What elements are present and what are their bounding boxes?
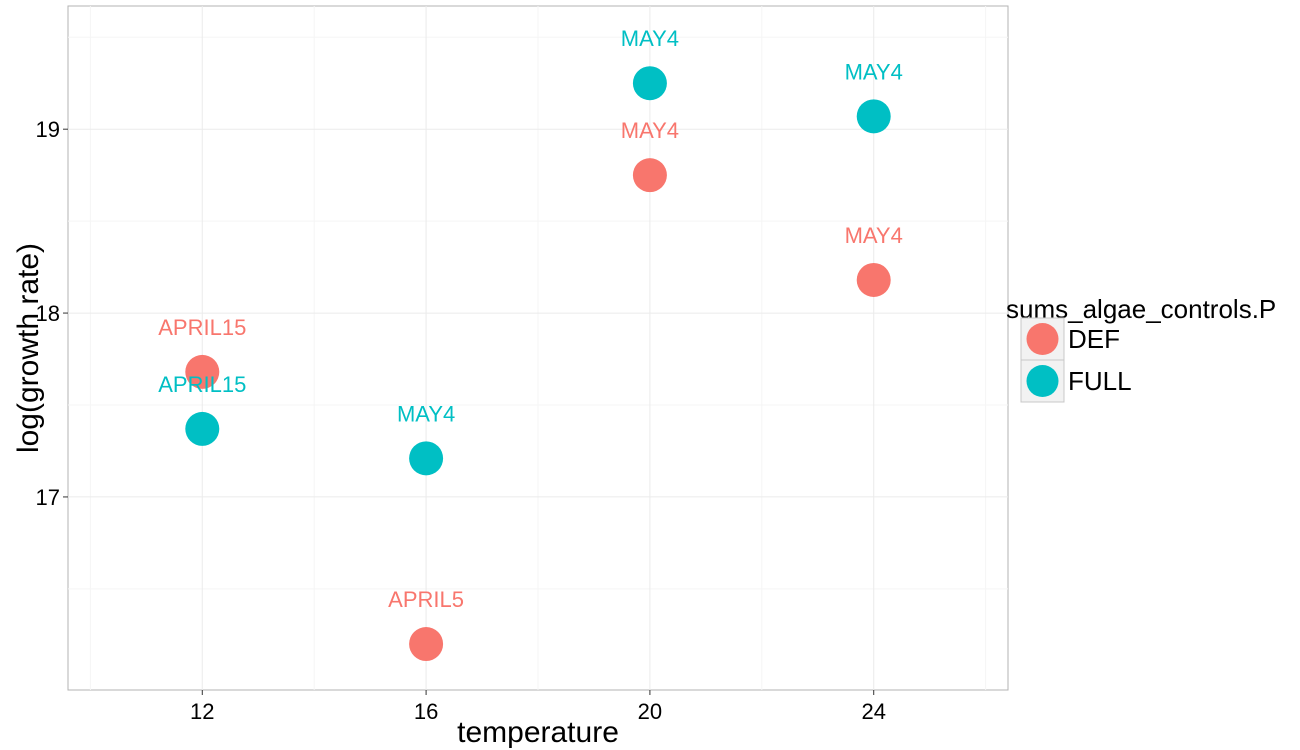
data-point-full bbox=[856, 99, 891, 134]
data-point-full bbox=[409, 441, 444, 476]
data-label-def: APRIL15 bbox=[158, 315, 246, 340]
legend-label-full: FULL bbox=[1068, 366, 1132, 396]
data-point-full bbox=[185, 411, 220, 446]
x-tick-label: 16 bbox=[414, 699, 438, 724]
x-tick-label: 12 bbox=[190, 699, 214, 724]
x-tick-label: 20 bbox=[638, 699, 662, 724]
legend-swatch-full bbox=[1026, 365, 1059, 397]
legend-label-def: DEF bbox=[1068, 324, 1120, 354]
point-labels-layer: APRIL15 APRIL5 MAY4 MAY4 APRIL15 MAY4 MAY4 MAY4 bbox=[158, 26, 903, 612]
y-tick-label: 19 bbox=[36, 117, 60, 142]
data-point-def bbox=[185, 354, 220, 389]
x-axis-title: temperature bbox=[457, 716, 619, 749]
points-layer bbox=[185, 66, 891, 662]
data-label-full: MAY4 bbox=[397, 401, 455, 426]
x-tick-label: 24 bbox=[861, 699, 885, 724]
data-label-full: MAY4 bbox=[845, 59, 903, 84]
legend-items: DEF FULL bbox=[1020, 317, 1132, 403]
grid-layer bbox=[68, 6, 1008, 690]
data-label-def: APRIL5 bbox=[388, 587, 464, 612]
data-label-full: APRIL15 bbox=[158, 372, 246, 397]
y-axis-title: log(growth rate) bbox=[12, 243, 45, 453]
axis-layer: 12 16 20 24 17 18 19 bbox=[36, 117, 886, 724]
y-tick-label: 18 bbox=[36, 301, 60, 326]
data-label-def: MAY4 bbox=[845, 223, 903, 248]
data-point-def bbox=[409, 627, 444, 662]
y-tick-label: 17 bbox=[36, 485, 60, 510]
legend-swatch-def bbox=[1026, 323, 1059, 355]
data-label-def: MAY4 bbox=[621, 118, 679, 143]
data-point-def bbox=[856, 262, 891, 297]
data-point-def bbox=[632, 158, 667, 193]
data-label-full: MAY4 bbox=[621, 26, 679, 51]
data-point-full bbox=[632, 66, 667, 101]
